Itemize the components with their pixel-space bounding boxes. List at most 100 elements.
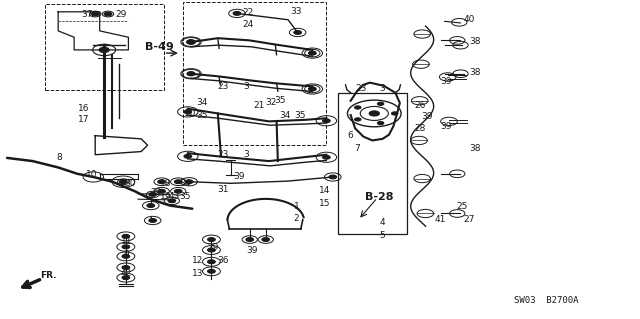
Circle shape <box>174 180 182 184</box>
Circle shape <box>369 111 380 116</box>
Circle shape <box>378 102 384 105</box>
Text: 3: 3 <box>244 82 250 91</box>
Circle shape <box>308 87 316 91</box>
Text: 29: 29 <box>150 188 161 197</box>
Circle shape <box>355 106 361 109</box>
Circle shape <box>262 238 269 241</box>
Text: 14: 14 <box>319 186 331 195</box>
Text: 11: 11 <box>121 237 132 246</box>
Circle shape <box>122 255 130 258</box>
Text: 38: 38 <box>469 144 481 153</box>
Circle shape <box>187 72 195 76</box>
Text: 25: 25 <box>457 202 468 211</box>
Circle shape <box>147 204 155 207</box>
Text: 2: 2 <box>294 214 299 223</box>
Text: FR.: FR. <box>40 271 57 280</box>
Circle shape <box>120 180 127 184</box>
Circle shape <box>168 199 175 203</box>
Text: 22: 22 <box>242 8 253 17</box>
Text: 40: 40 <box>463 15 474 24</box>
Text: 26: 26 <box>415 101 426 110</box>
Circle shape <box>392 112 398 115</box>
Circle shape <box>207 269 215 273</box>
Circle shape <box>184 154 191 158</box>
Text: 39: 39 <box>421 112 433 121</box>
Circle shape <box>233 11 241 15</box>
Text: 34: 34 <box>279 111 291 120</box>
Text: 36: 36 <box>217 256 228 265</box>
Text: 9: 9 <box>124 250 129 259</box>
Text: 10: 10 <box>86 170 97 179</box>
Text: 20: 20 <box>184 109 195 118</box>
Circle shape <box>187 40 195 44</box>
Circle shape <box>323 119 330 123</box>
Text: 33: 33 <box>291 7 302 16</box>
Text: 21: 21 <box>253 101 265 110</box>
Text: 34: 34 <box>196 98 207 107</box>
Text: B-28: B-28 <box>365 192 393 202</box>
Circle shape <box>294 31 301 34</box>
Text: 4: 4 <box>380 218 385 227</box>
Text: 19: 19 <box>160 191 172 201</box>
Circle shape <box>185 180 193 184</box>
Circle shape <box>308 51 316 55</box>
Circle shape <box>187 40 195 44</box>
Text: 37: 37 <box>81 11 93 19</box>
Circle shape <box>309 51 316 55</box>
Circle shape <box>149 193 157 196</box>
Text: 35: 35 <box>179 191 190 201</box>
Text: 32: 32 <box>265 99 276 108</box>
Text: 7: 7 <box>354 144 360 153</box>
Circle shape <box>184 110 191 114</box>
Circle shape <box>92 12 99 16</box>
Text: 41: 41 <box>435 215 445 224</box>
Circle shape <box>329 175 337 179</box>
Text: 35: 35 <box>196 111 207 120</box>
Text: 3: 3 <box>244 150 250 159</box>
Circle shape <box>122 234 130 238</box>
Text: 16: 16 <box>78 104 90 113</box>
Circle shape <box>355 118 361 121</box>
Text: 42: 42 <box>121 269 132 278</box>
Circle shape <box>207 260 215 264</box>
Text: 24: 24 <box>242 20 253 29</box>
Text: 31: 31 <box>217 185 228 194</box>
Circle shape <box>158 180 166 184</box>
Circle shape <box>187 40 195 44</box>
Text: 30: 30 <box>124 179 136 188</box>
Text: 39: 39 <box>246 246 257 255</box>
Text: 6: 6 <box>347 131 353 140</box>
Text: B-49: B-49 <box>145 42 173 52</box>
Circle shape <box>122 245 130 249</box>
Text: 29: 29 <box>115 11 127 19</box>
Circle shape <box>207 238 215 241</box>
Text: 13: 13 <box>191 269 203 278</box>
Circle shape <box>378 122 384 125</box>
Circle shape <box>149 219 157 222</box>
Text: 3: 3 <box>380 84 385 93</box>
Circle shape <box>174 189 182 193</box>
Text: 12: 12 <box>192 256 203 265</box>
Circle shape <box>122 276 130 279</box>
Text: SW03  B2700A: SW03 B2700A <box>515 296 579 305</box>
Circle shape <box>158 189 166 193</box>
Circle shape <box>207 248 215 252</box>
Circle shape <box>104 12 112 16</box>
Text: 35: 35 <box>294 111 305 120</box>
Text: 1: 1 <box>294 202 300 211</box>
Text: 23: 23 <box>217 82 228 91</box>
Text: 39: 39 <box>441 77 452 86</box>
Text: 17: 17 <box>78 115 90 124</box>
Text: 28: 28 <box>415 124 426 133</box>
Text: 29: 29 <box>207 243 219 252</box>
Circle shape <box>99 48 109 52</box>
Text: 43: 43 <box>169 192 180 202</box>
Text: 38: 38 <box>469 38 481 47</box>
Text: 23: 23 <box>217 150 228 159</box>
Circle shape <box>309 87 316 91</box>
Text: 18: 18 <box>160 179 172 188</box>
Text: 39: 39 <box>233 172 244 181</box>
Text: 35: 35 <box>275 96 286 105</box>
Text: 15: 15 <box>319 199 331 208</box>
Circle shape <box>246 238 253 241</box>
